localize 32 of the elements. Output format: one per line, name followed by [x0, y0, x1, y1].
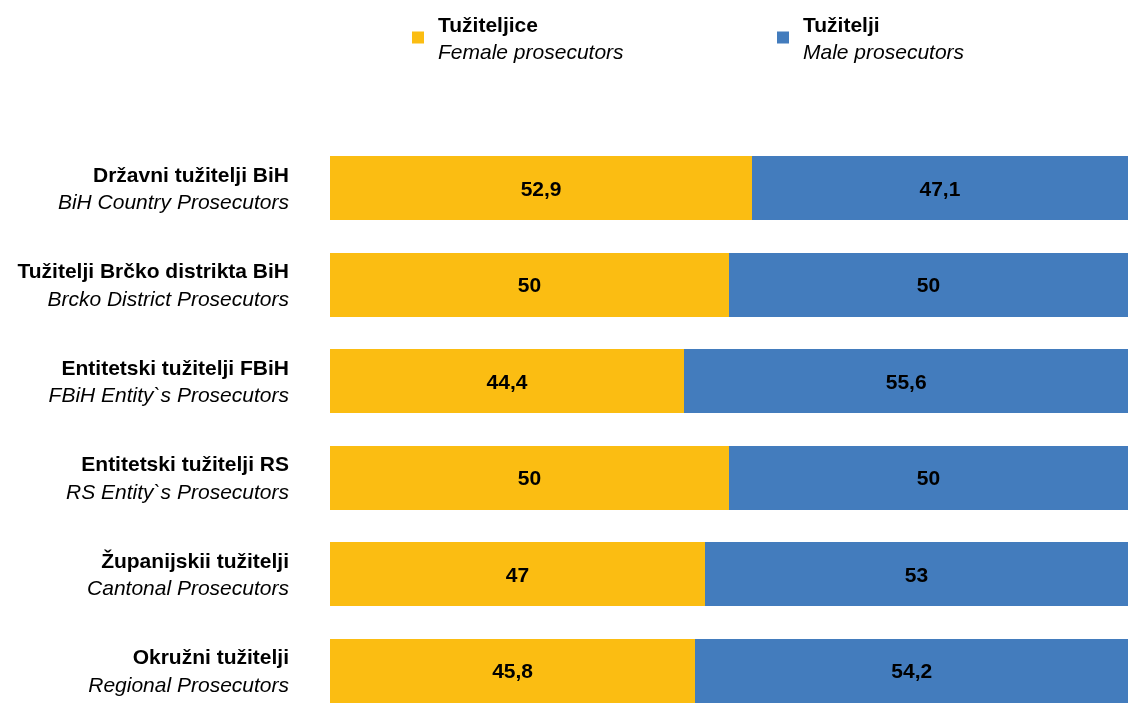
bar	[729, 445, 1128, 510]
data-label: 45,8	[492, 659, 534, 683]
bar	[684, 349, 1128, 414]
bar	[752, 156, 1128, 221]
data-label: 50	[916, 273, 941, 297]
bar	[330, 445, 729, 510]
legend-label: Tužitelji Male prosecutors	[803, 12, 965, 64]
data-label: 50	[517, 466, 542, 490]
bar	[330, 252, 729, 317]
y-tick-label: Okružni tužitelji Regional Prosecutors	[88, 645, 290, 696]
bar	[330, 542, 706, 607]
data-label: 54,2	[891, 659, 933, 683]
y-tick-label: Državni tužitelji BiH BiH Country Prosecutors	[57, 162, 290, 214]
y-tick-label: Entitetski tužitelji FBiH FBiH Entity`s Prosecutors	[48, 355, 290, 407]
y-tick-label: Tužitelji Brčko distrikta BiH Brcko District Prosecutors	[17, 259, 290, 310]
data-label: 47,1	[919, 176, 961, 200]
data-label: 50	[916, 466, 941, 490]
data-label: 52,9	[520, 176, 562, 200]
data-label: 47	[505, 562, 530, 586]
data-label: 55,6	[885, 369, 927, 393]
bar	[330, 349, 685, 414]
y-tick-label: Entitetski tužitelji RS RS Entity`s Prosecutors	[66, 452, 290, 503]
y-tick-label: Županijskii tužitelji Cantonal Prosecutors	[87, 548, 290, 600]
bar	[705, 542, 1128, 607]
legend-label: Tužiteljice Female prosecutors	[438, 12, 625, 64]
data-label: 44,4	[486, 369, 528, 393]
bar	[330, 638, 696, 703]
bar	[695, 638, 1128, 703]
bar	[729, 252, 1128, 317]
data-label: 53	[904, 562, 929, 586]
bar	[330, 156, 753, 221]
data-label: 50	[517, 273, 542, 297]
